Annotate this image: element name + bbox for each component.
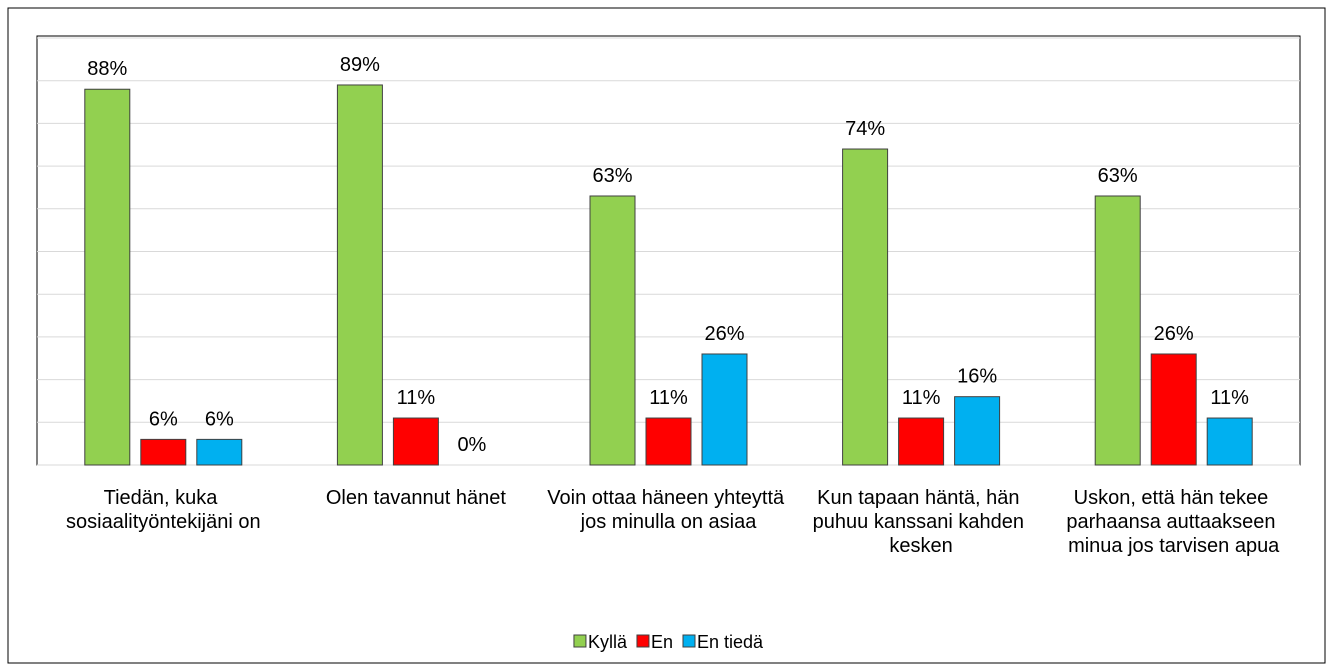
value-label: 63% <box>1098 165 1138 187</box>
bar <box>392 417 439 466</box>
legend-swatch <box>682 634 696 648</box>
bar <box>84 88 131 466</box>
bar <box>589 195 636 466</box>
bar <box>954 396 1001 466</box>
bar <box>701 353 748 466</box>
bar <box>1094 195 1141 466</box>
x-tick-label: Tiedän, kuka sosiaalityöntekijäni on <box>66 487 261 533</box>
value-label: 26% <box>1154 323 1194 345</box>
bar <box>645 417 692 466</box>
legend-item: Kyllä <box>573 632 628 652</box>
legend-label: En tiedä <box>697 632 764 652</box>
value-label: 11% <box>1210 387 1249 409</box>
plot-area <box>36 35 1301 466</box>
bar <box>842 148 889 466</box>
legend-label: En <box>651 632 673 652</box>
value-label: 88% <box>87 58 127 80</box>
bar <box>336 84 383 466</box>
x-tick-label: Kun tapaan häntä, hän puhuu kanssani kah… <box>813 487 1030 557</box>
bar <box>1150 353 1197 466</box>
value-label: 11% <box>397 387 436 409</box>
bar <box>898 417 945 466</box>
legend-swatch <box>636 634 650 648</box>
value-label: 6% <box>205 408 234 430</box>
value-label: 16% <box>957 366 997 388</box>
x-tick-label: Voin ottaa häneen yhteyttä jos minulla o… <box>547 487 789 533</box>
value-label: 89% <box>340 54 380 76</box>
value-label: 26% <box>704 323 744 345</box>
value-label: 11% <box>649 387 688 409</box>
value-label: 0% <box>457 434 486 456</box>
legend-label: Kyllä <box>588 632 628 652</box>
legend-swatch <box>573 634 587 648</box>
x-tick-label: Uskon, että hän tekee parhaansa auttaaks… <box>1066 487 1281 557</box>
bar <box>140 438 187 466</box>
value-label: 74% <box>845 118 885 140</box>
legend-item: En <box>636 632 673 652</box>
bar <box>1206 417 1253 466</box>
value-label: 11% <box>902 387 941 409</box>
value-label: 6% <box>149 408 178 430</box>
value-label: 63% <box>592 165 632 187</box>
bar <box>196 438 243 466</box>
x-tick-label: Olen tavannut hänet <box>326 487 507 509</box>
legend-item: En tiedä <box>682 632 764 652</box>
